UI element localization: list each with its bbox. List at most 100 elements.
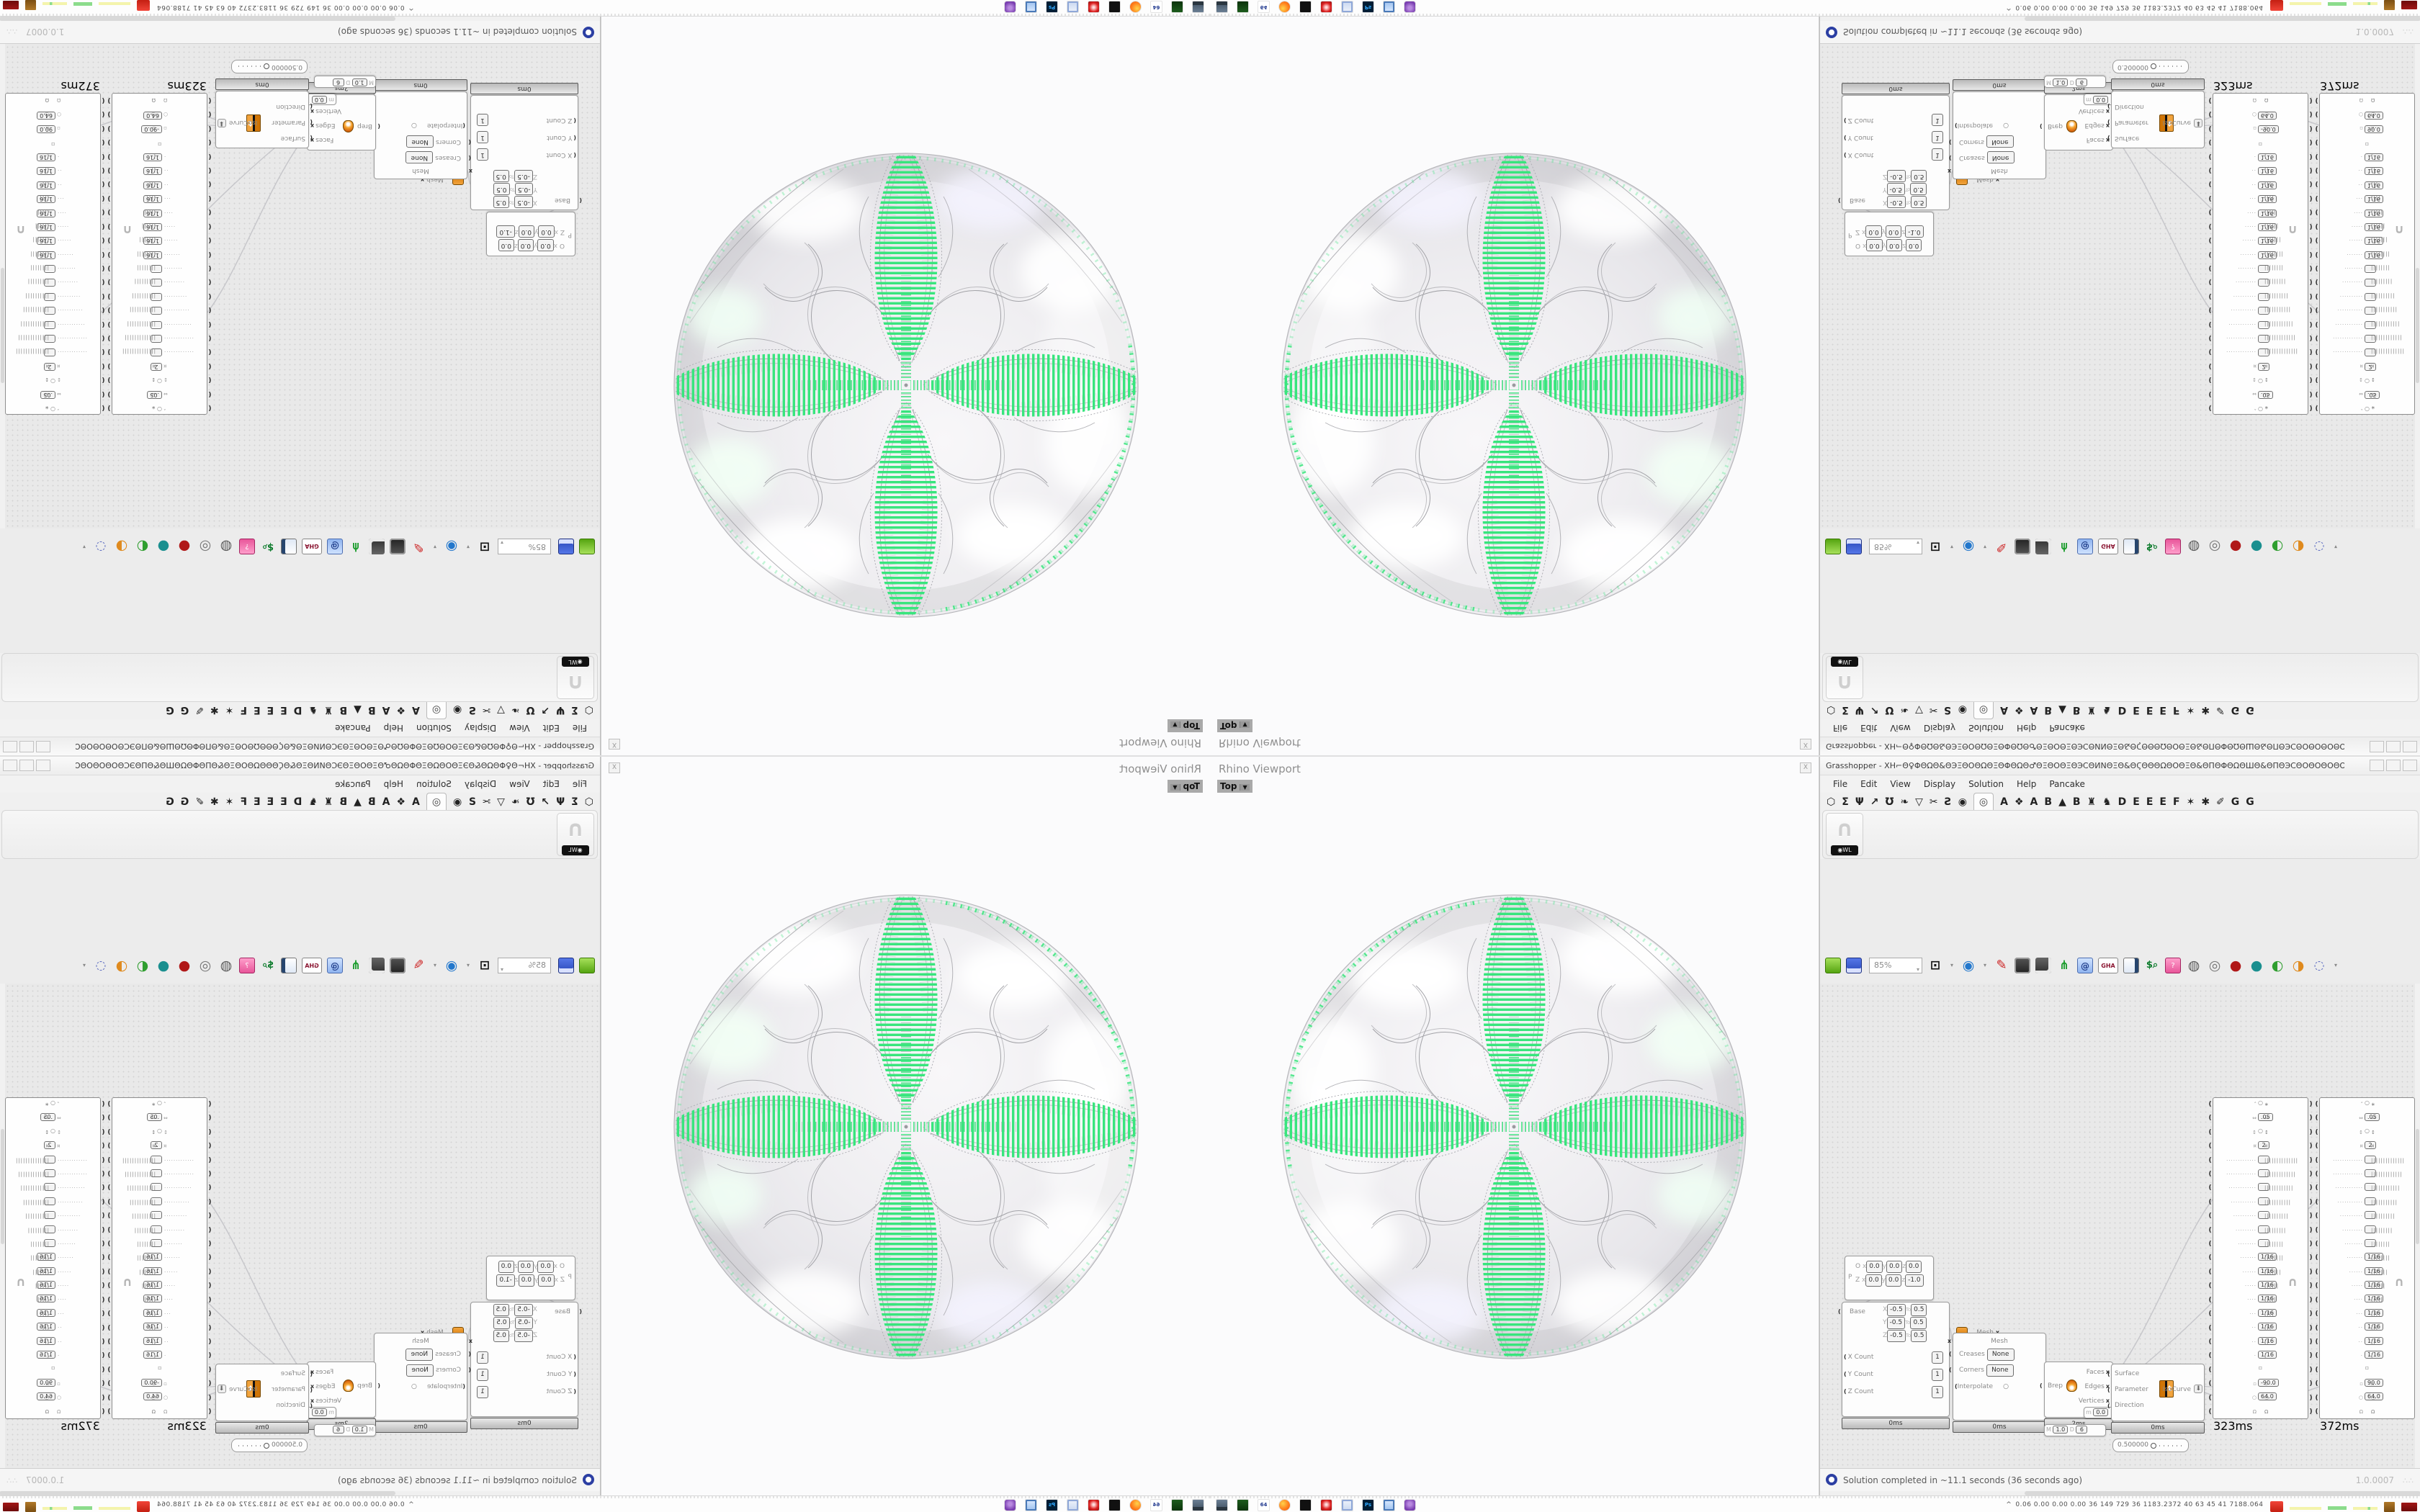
tab-standard-2[interactable]: Ψ [1855, 704, 1864, 716]
grasshopper-titlebar[interactable]: Grasshopper - XH⌐Θ♀ΦΘΩΘ&ΘЭΞΘΟΘΩΘΞΘΦΘΩΘ♂Θ… [0, 737, 600, 755]
tray-red-badge[interactable] [137, 0, 151, 11]
tab-plugin-2[interactable]: A [2030, 704, 2038, 716]
tab-plugin-17[interactable]: G [2246, 704, 2254, 716]
plane-row2-y[interactable]: 0.0 [1886, 1274, 1902, 1287]
node-sequencer-2[interactable]: ( ( ( ( ( ( ( ( ( ( ( ( ( ( ( ( ( ( ( ( … [2315, 79, 2419, 415]
plane-row1-y[interactable]: 0.0 [517, 1261, 534, 1273]
value-box[interactable]: 1.0 [351, 1426, 367, 1434]
seq-value-box[interactable]: 1/16 [2365, 1295, 2383, 1303]
tab-standard-6[interactable]: ▽ [1915, 796, 1923, 808]
value-box[interactable]: 1.0 [2053, 1426, 2069, 1434]
seq-value-box[interactable]: 1/16 [2365, 1308, 2383, 1317]
viewport-tab-dropdown-icon[interactable]: ▼ [1240, 721, 1250, 728]
preview-off-icon[interactable]: ◍ [2187, 958, 2200, 973]
tray-darkred-box[interactable] [2401, 1502, 2417, 1511]
value-box[interactable]: 0.0 [311, 96, 327, 104]
resize-grip-icon[interactable]: ∴∴ [2403, 27, 2414, 36]
sketch-pen-icon[interactable]: ✎ [1996, 958, 2007, 973]
node-sequencer-2[interactable]: ( ( ( ( ( ( ( ( ( ( ( ( ( ( ( ( ( ( ( ( … [1, 1097, 105, 1433]
plane-row1-x[interactable]: 0.0 [1866, 1261, 1883, 1273]
viewport-close-button[interactable]: X [609, 739, 620, 750]
tab-standard-9[interactable]: ◉ [1958, 704, 1967, 716]
plane-row1-x[interactable]: 0.0 [1866, 239, 1883, 251]
value-box[interactable]: 0.0 [311, 1408, 327, 1416]
taskbar-icon-gimp-purple[interactable] [1404, 1499, 1416, 1511]
plane-row2-z[interactable]: -1.0 [496, 1274, 515, 1287]
seq-empty-box[interactable] [2365, 1225, 2376, 1233]
seq-empty-box[interactable] [2258, 1238, 2269, 1247]
value-box[interactable]: 6 [2076, 1426, 2088, 1434]
node-isocurve[interactable]: (Surface(Parameter(Direction t IsoCurve ⬇ 0m… [215, 1364, 313, 1434]
selection-lasso-icon[interactable]: ◌ [95, 539, 107, 554]
seq-empty-box[interactable] [2258, 1169, 2269, 1177]
tab-plugin-14[interactable]: ✱ [210, 704, 219, 716]
viewport-tab-top[interactable]: Top▼ [1168, 780, 1203, 793]
ball-orange-icon[interactable]: ◑ [115, 539, 128, 554]
seq-value-box[interactable]: 1/16 [2365, 1281, 2383, 1290]
dropdown-arrow-icon[interactable]: ▾ [434, 544, 437, 550]
remote-panel-icon[interactable]: @ [2077, 539, 2093, 554]
ball-teal-icon[interactable]: ● [2250, 539, 2263, 554]
preview-shaded-icon[interactable]: ● [178, 958, 191, 973]
value-box[interactable]: 1.0 [2053, 78, 2069, 86]
menu-item-edit[interactable]: Edit [1860, 779, 1878, 789]
seq-value-box[interactable]: 1/16 [2258, 1351, 2277, 1359]
meshbox-X-from[interactable]: -0.5 [514, 196, 533, 208]
menu-item-solution[interactable]: Solution [1968, 779, 2004, 789]
ball-green-icon[interactable]: ◐ [2271, 958, 2284, 973]
taskbar-icon-photoshop[interactable]: Ps [1046, 1, 1058, 13]
plane-row2-x[interactable]: 0.0 [538, 225, 555, 238]
node-subd[interactable]: Mesh x(Creases None(Corners None (Interpol… [330, 1333, 472, 1433]
menu-item-display[interactable]: Display [464, 779, 497, 789]
tab-plugin-3[interactable]: B [2044, 704, 2053, 716]
slider-knob[interactable] [264, 1443, 269, 1449]
tab-plugin-9[interactable]: E [280, 704, 287, 716]
meshbox-count-value[interactable]: 1 [477, 131, 488, 143]
seq-value-box[interactable]: 1/16 [2258, 1253, 2277, 1261]
camera-icon[interactable] [369, 539, 385, 554]
tab-plugin-2[interactable]: A [382, 704, 390, 716]
node-number-slider[interactable]: 0.500000 [231, 1439, 308, 1452]
package-question-icon[interactable]: ? [239, 958, 255, 973]
save-file-icon[interactable] [558, 958, 574, 973]
tab-plugin-7[interactable]: ♞ [2102, 704, 2112, 716]
gha-badge-icon[interactable]: GHA [302, 958, 322, 973]
taskbar-icon-terminal-green[interactable] [1237, 1, 1249, 13]
axes-widget-icon[interactable]: ⋔ [2058, 539, 2070, 554]
tab-plugin-8[interactable]: D [293, 704, 302, 716]
tray-red-badge[interactable] [2269, 1501, 2283, 1512]
preview-eye-icon[interactable]: ◉ [1962, 958, 1975, 973]
tab-plugin-11[interactable]: E [254, 796, 261, 808]
node-mini-values[interactable]: M 1.0 D 6 [2044, 76, 2106, 88]
tab-standard-7[interactable]: ✂ [1929, 704, 1938, 716]
node-subd[interactable]: Mesh x(Creases None(Corners None (Interpol… [1948, 79, 2090, 179]
tab-plugin-2[interactable]: A [2030, 796, 2038, 808]
value-box[interactable]: 0.0 [2093, 96, 2109, 104]
taskbar-icon-photoshop[interactable]: Ps [1362, 1499, 1374, 1511]
tab-plugin-12[interactable]: F [2173, 796, 2180, 808]
package-question-icon[interactable]: ? [239, 539, 255, 554]
owl-component-icon[interactable]: ∩ [566, 816, 585, 842]
tray-chevron[interactable]: ^ [2006, 1501, 2012, 1508]
gha-badge-icon[interactable]: GHA [302, 539, 322, 554]
taskbar-icon-paint-blue[interactable] [1025, 1, 1037, 13]
seq-value-box[interactable]: 2 [2258, 1141, 2269, 1150]
tab-standard-8[interactable]: Ƨ [468, 704, 476, 716]
menu-item-solution[interactable]: Solution [1968, 723, 2004, 733]
subd-corners-value[interactable]: None [1986, 1364, 2014, 1377]
viewport-tab-dropdown-icon[interactable]: ▼ [1170, 784, 1180, 791]
axes-widget-icon[interactable]: ⋔ [2058, 958, 2070, 973]
tray-brown-box[interactable] [2383, 0, 2395, 11]
tab-plugin-3[interactable]: B [367, 796, 376, 808]
menu-item-file[interactable]: File [1833, 779, 1848, 789]
meshbox-X-from[interactable]: -0.5 [514, 1304, 533, 1316]
meshbox-count-value[interactable]: 1 [477, 1351, 488, 1364]
seq-value-box[interactable]: 1/16 [2258, 1295, 2277, 1303]
node-number-slider[interactable]: 0.500000 [2112, 60, 2189, 73]
resize-grip-icon[interactable]: ∴∴ [6, 1476, 17, 1485]
meshbox-Z-to[interactable]: 0.5 [493, 1330, 509, 1342]
tab-standard-6[interactable]: ▽ [497, 796, 505, 808]
meshbox-X-to[interactable]: 0.5 [1911, 1304, 1927, 1316]
tray-darkred-box[interactable] [2401, 1, 2417, 10]
